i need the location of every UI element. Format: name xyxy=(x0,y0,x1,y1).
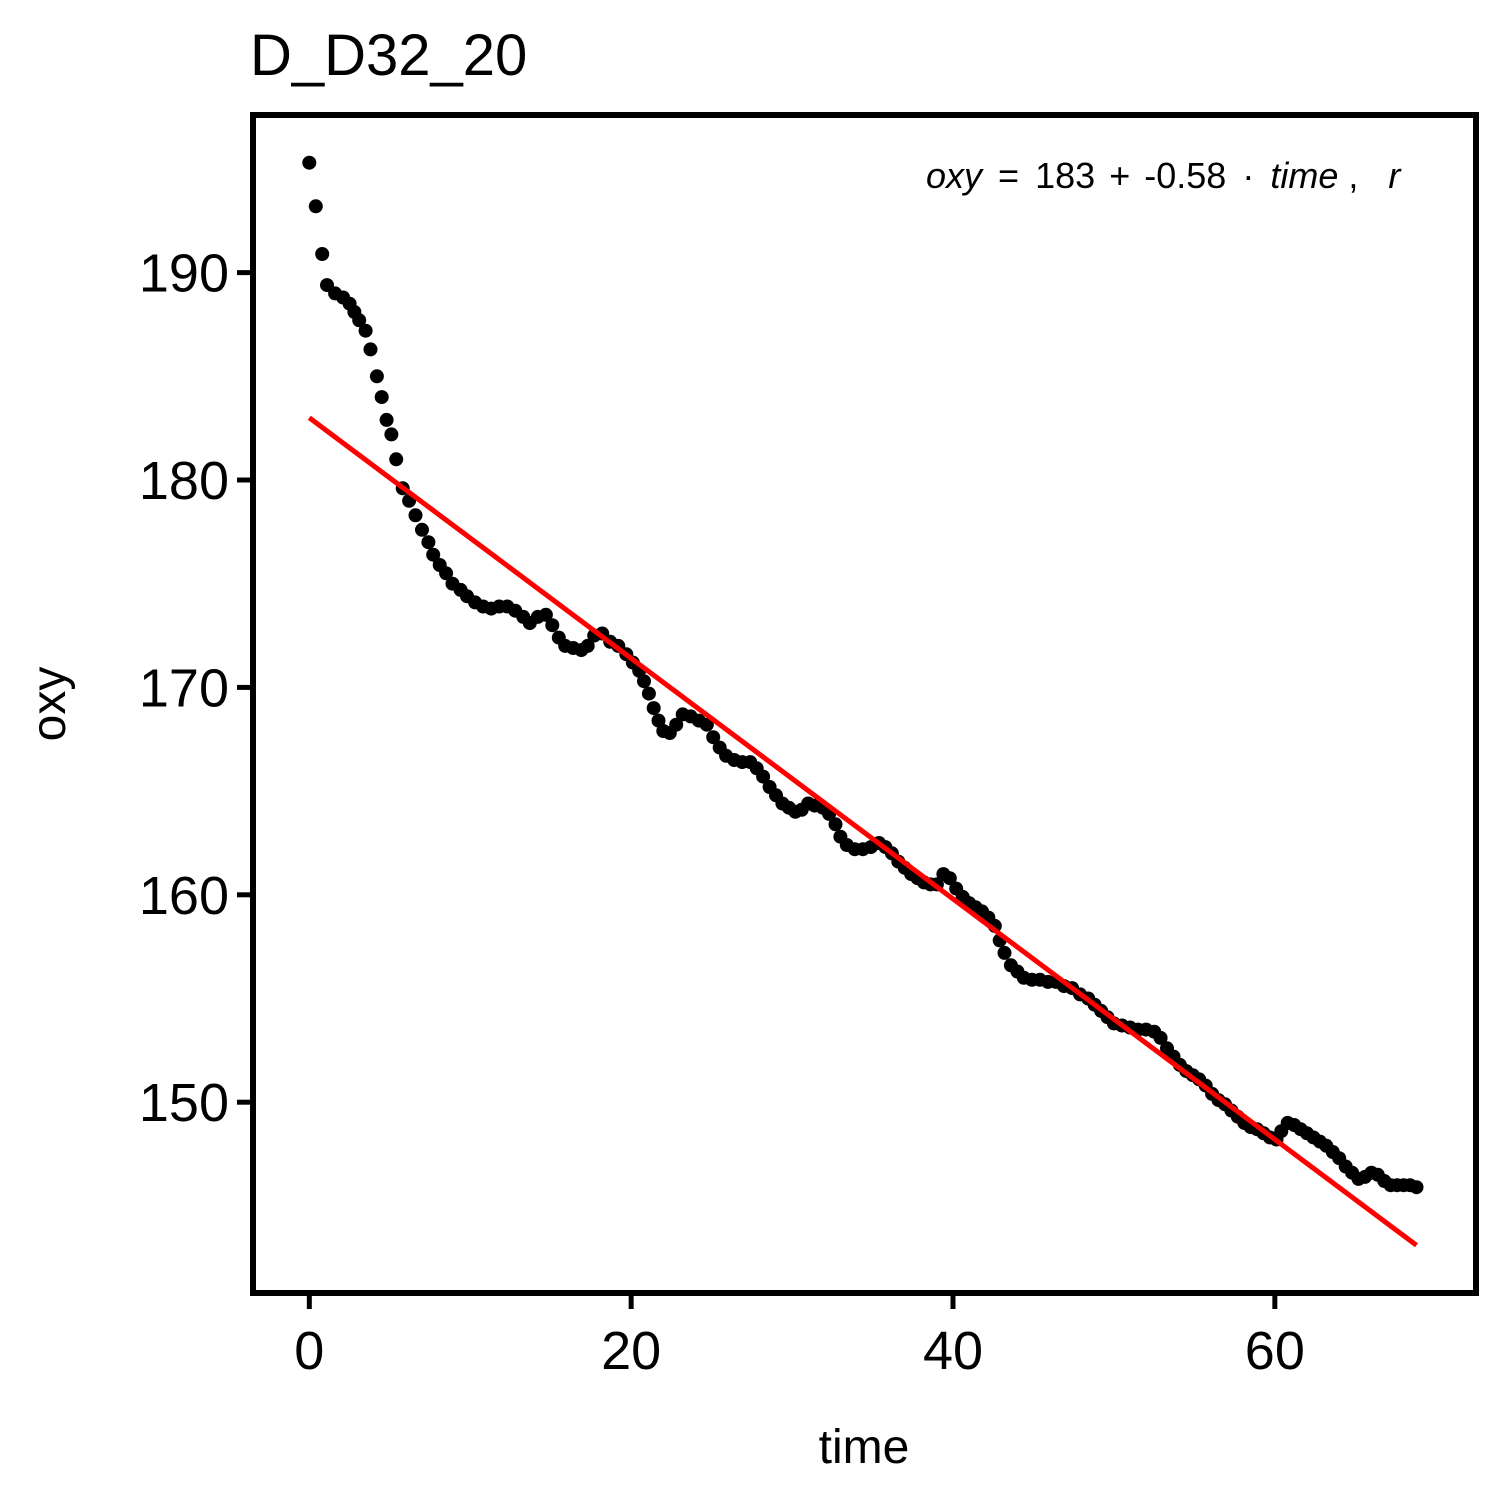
data-point xyxy=(641,686,656,701)
y-axis: 150 160 170 180 190 xyxy=(139,244,253,1133)
data-point xyxy=(580,638,595,653)
data-point xyxy=(942,871,957,886)
eq-intercept: 183 xyxy=(1035,155,1095,196)
y-tick-label: 190 xyxy=(139,244,229,304)
data-point xyxy=(669,717,684,732)
data-point xyxy=(302,155,317,170)
data-point xyxy=(369,369,384,384)
y-tick-label: 150 xyxy=(139,1073,229,1133)
data-point xyxy=(637,674,651,689)
data-point xyxy=(408,508,423,523)
data-point xyxy=(1153,1030,1168,1045)
data-point xyxy=(363,342,378,357)
eq-slope: -0.58 xyxy=(1144,155,1226,196)
data-point xyxy=(545,618,560,633)
y-axis-title: oxy xyxy=(23,667,76,742)
y-tick-label: 170 xyxy=(139,658,229,718)
chart-title: D_D32_20 xyxy=(250,23,527,88)
data-point xyxy=(379,412,394,427)
eq-var-y: oxy xyxy=(926,155,984,196)
x-axis: 0 20 40 60 xyxy=(294,1293,1305,1381)
data-point xyxy=(415,522,429,537)
data-point xyxy=(374,390,389,405)
data-point xyxy=(997,945,1012,960)
regression-line xyxy=(307,415,1418,1248)
x-tick-label: 0 xyxy=(294,1321,324,1381)
regression-equation: oxy = 183 + -0.58 · time , r xyxy=(926,155,1402,196)
x-tick-label: 20 xyxy=(601,1321,661,1381)
eq-comma: , xyxy=(1348,155,1358,196)
data-point xyxy=(538,607,553,622)
data-point xyxy=(706,730,721,745)
data-point xyxy=(699,717,714,732)
data-point xyxy=(828,817,843,832)
eq-var-x: time xyxy=(1270,155,1338,196)
x-tick-label: 40 xyxy=(923,1321,983,1381)
eq-plus: + xyxy=(1109,155,1130,196)
y-tick-label: 180 xyxy=(139,451,229,511)
data-point xyxy=(756,769,771,784)
data-point xyxy=(1409,1180,1424,1195)
eq-dot: · xyxy=(1242,155,1254,196)
data-point xyxy=(651,713,666,728)
plot-area xyxy=(302,155,1424,1248)
plot-panel-border xyxy=(250,112,1479,1296)
data-point xyxy=(308,199,323,214)
eq-tail: r xyxy=(1388,155,1402,196)
data-point xyxy=(384,427,399,442)
eq-equals: = xyxy=(998,155,1019,196)
x-tick-label: 60 xyxy=(1245,1321,1305,1381)
data-point xyxy=(421,535,436,550)
data-point xyxy=(426,547,441,562)
x-axis-title: time xyxy=(819,1421,910,1474)
y-tick-label: 160 xyxy=(139,866,229,926)
data-point xyxy=(389,452,404,467)
data-point xyxy=(352,313,367,328)
data-point xyxy=(315,247,330,261)
data-point xyxy=(439,566,454,581)
data-point xyxy=(646,701,661,716)
data-point xyxy=(358,323,373,338)
